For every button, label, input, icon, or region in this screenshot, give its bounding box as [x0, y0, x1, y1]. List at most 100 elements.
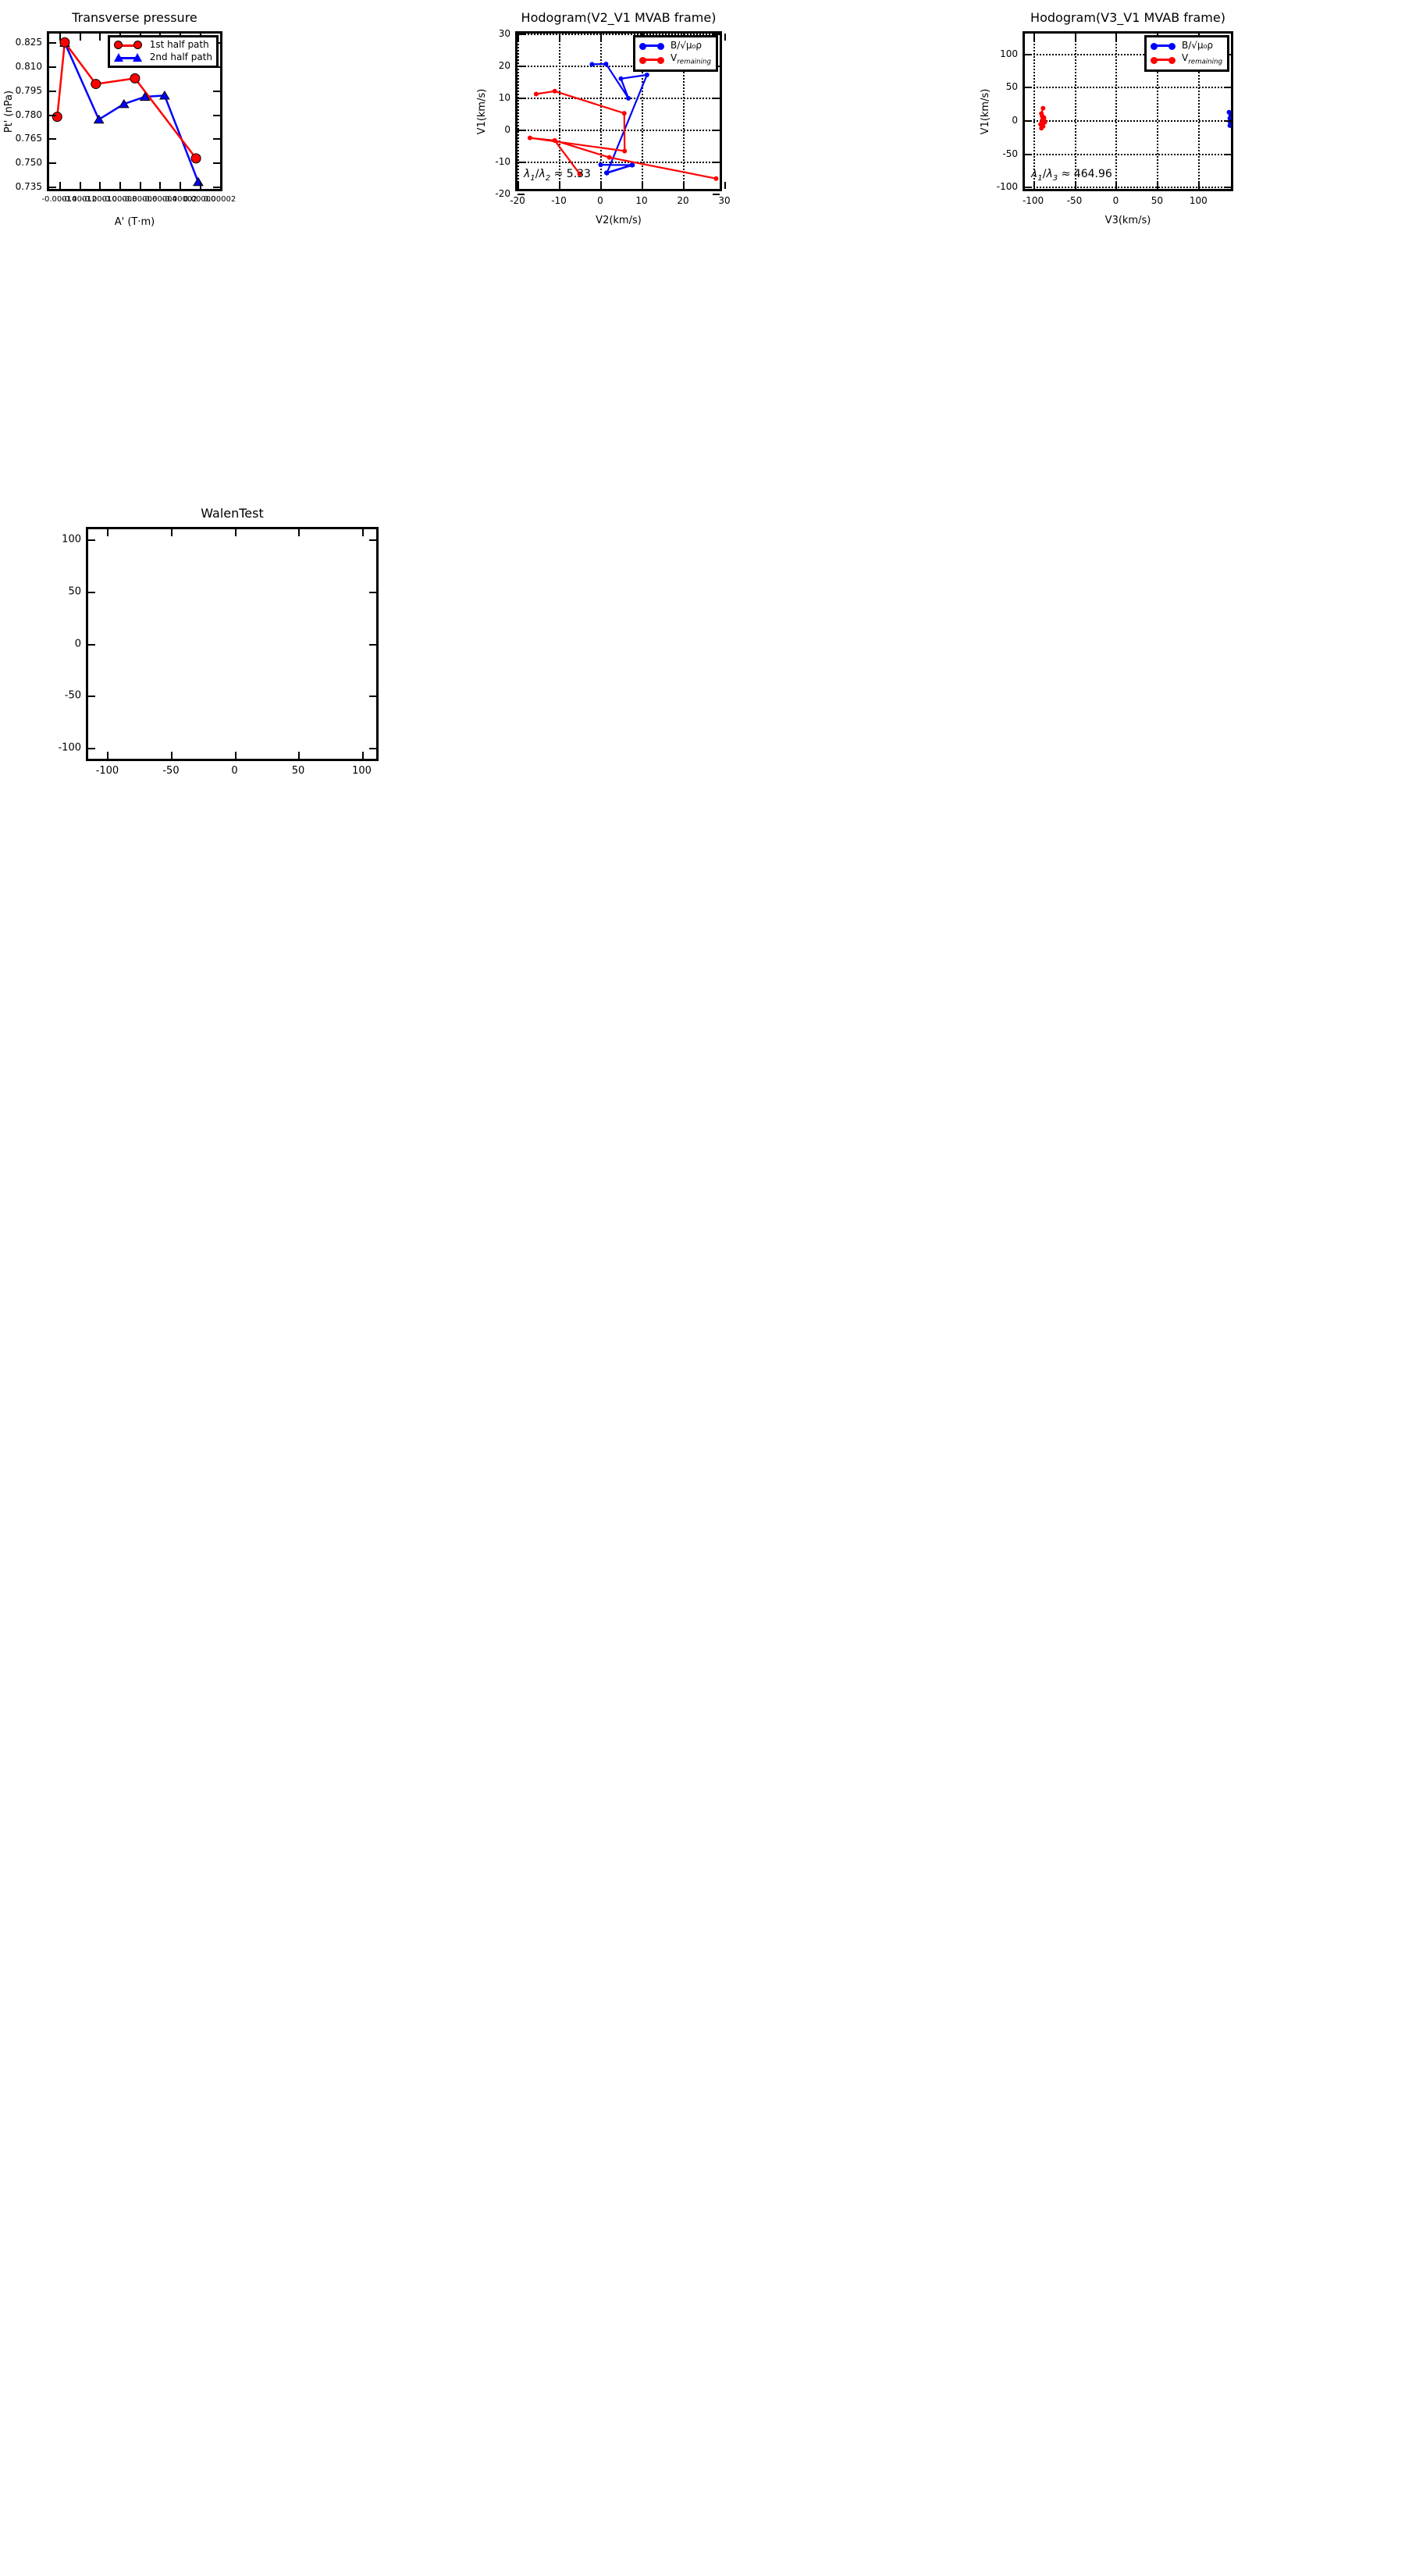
hodogram-v3v1-mvab-xtick-mark: [1033, 34, 1035, 41]
hodogram-v3v1-mvab-gridline-h: [1025, 153, 1231, 155]
hodogram-v3v1-mvab-xtick-mark: [1198, 182, 1200, 189]
hodogram-v2v1-mvab-gridline-h: [518, 34, 720, 35]
hodogram-v2v1-mvab-title: Hodogram(V2_V1 MVAB frame): [521, 10, 717, 25]
marker-dot: [618, 76, 624, 81]
hodogram-v3v1-mvab-gridline-v: [1033, 34, 1035, 189]
hodogram-v2v1-mvab-ytick-label: 0: [504, 124, 510, 135]
marker-circle: [130, 73, 140, 84]
walen-test-ytick-label: 50: [68, 585, 81, 598]
marker-dot: [552, 88, 557, 94]
hodogram-v2v1-mvab-ytick-label: -20: [495, 188, 510, 199]
legend-dot: [133, 41, 142, 50]
hodogram-v2v1-mvab-eigen-ratio: λ1/λ2 ≈ 5.33: [524, 168, 591, 183]
marker-circle: [91, 79, 101, 89]
marker-circle-edge: [91, 79, 101, 90]
transverse-pressure-ytick-mark: [213, 90, 220, 92]
hodogram-v2v1-mvab-data-layer: [527, 61, 719, 181]
walen-test-xtick-label: -50: [162, 765, 180, 777]
hodogram-v3v1-mvab-plot-area: [1025, 34, 1231, 189]
walen-test-title: WalenTest: [201, 506, 264, 521]
legend-line: [116, 44, 139, 48]
hodogram-v2v1-mvab-legend: B/√μ₀ρ Vremaining: [633, 35, 718, 72]
hodogram-v2v1-mvab-xtick-label: 30: [718, 195, 731, 206]
transverse-pressure-ytick-mark: [49, 186, 56, 188]
hodogram-v2v1-mvab-ytick-mark: [713, 34, 720, 35]
transverse-pressure-ytick-label: 0.825: [15, 37, 42, 48]
legend-swatch: [639, 43, 665, 51]
transverse-pressure-plot-area: [49, 34, 220, 189]
hodogram-v2v1-mvab-gridline-v: [518, 34, 519, 189]
legend-entry: Vremaining: [639, 52, 711, 67]
marker-circle-edge: [190, 153, 201, 164]
transverse-pressure-title: Transverse pressure: [72, 10, 197, 25]
hodogram-v2v1-mvab-ytick-mark: [518, 162, 525, 163]
hodogram-v2v1-mvab-ytick-mark: [518, 130, 525, 131]
walen-test-ytick-mark: [88, 539, 95, 542]
hodogram-v2v1-mvab-ytick-mark: [518, 98, 525, 99]
hodogram-v3v1-mvab-gridline-v: [1115, 34, 1118, 189]
transverse-pressure-xtick-label: -0.00014: [41, 195, 77, 204]
marker-circle: [191, 153, 201, 163]
walen-test-xtick-mark: [298, 752, 301, 759]
hodogram-v2v1-mvab-xtick-label: 10: [635, 195, 648, 206]
hodogram-v2v1-mvab-ytick-mark: [713, 194, 720, 195]
hodogram-v2v1-mvab-gridline-h: [518, 162, 720, 163]
transverse-pressure-ytick-mark: [213, 114, 220, 116]
hodogram-v3v1-mvab-gridline-v: [1157, 34, 1159, 189]
legend-entry: B/√μ₀ρ: [1151, 40, 1222, 52]
hodogram-v3v1-mvab-gridline-v: [1074, 34, 1076, 189]
hodogram-v2v1-mvab-xtick-mark: [724, 182, 726, 189]
walen-test-ytick-mark: [88, 643, 95, 646]
hodogram-v3v1-mvab-panel: Hodogram(V3_V1 MVAB frame) -100 -50 0 50 100-…: [980, 10, 1235, 226]
hodogram-v3v1-mvab-gridline-h: [1025, 87, 1231, 89]
hodogram-v3v1-mvab-ytick-label: 100: [1000, 48, 1018, 59]
hodogram-v2v1-mvab-ytick-mark: [518, 66, 525, 67]
walen-test-xtick-mark: [107, 529, 109, 536]
transverse-pressure-xtick-label: 0.00000: [183, 195, 216, 204]
walen-test-ytick-mark: [88, 748, 95, 749]
marker-circle-edge: [130, 73, 140, 84]
hodogram-v2v1-mvab-ytick-label: 30: [498, 28, 510, 39]
transverse-pressure-xtick-mark: [59, 182, 61, 189]
transverse-pressure-ytick-label: 0.765: [15, 133, 42, 144]
marker-dot: [713, 176, 719, 181]
hodogram-v3v1-mvab-axes: -100 -50 0 50 100 -100 -50 0 50 100 λ1/λ3 ≈ 464.96…: [997, 31, 1233, 206]
transverse-pressure-xtick-label: -0.00006: [122, 195, 158, 204]
walen-test-ytick-mark: [88, 696, 95, 698]
hodogram-v2v1-mvab-gridline-v: [559, 34, 560, 189]
marker-dot: [589, 62, 595, 67]
marker-dot: [533, 91, 539, 97]
transverse-pressure-ytick-mark: [49, 138, 56, 141]
hodogram-v2v1-mvab-ytick-mark: [713, 130, 720, 131]
legend-entry: B/√μ₀ρ: [639, 40, 711, 52]
transverse-pressure-xtick-mark: [199, 182, 201, 189]
legend-triangle: [132, 53, 142, 62]
transverse-pressure-xtick-label: -0.00004: [141, 195, 177, 204]
hodogram-v2v1-mvab-xtick-label: -10: [551, 195, 567, 206]
hodogram-v2v1-mvab-ytick-label: 10: [498, 92, 510, 103]
marker-dot: [626, 95, 631, 101]
legend-label: Vremaining: [1182, 52, 1222, 66]
transverse-pressure-xtick-label: -0.00012: [62, 195, 98, 204]
hodogram-v3v1-mvab-xlabel: V3(km/s): [1104, 215, 1151, 226]
walen-test-xtick-mark: [107, 752, 109, 759]
transverse-pressure-xtick-mark: [159, 182, 162, 189]
hodogram-v3v1-mvab-xtick-label: 100: [1189, 195, 1208, 206]
hodogram-v3v1-mvab-ytick-mark: [1224, 87, 1231, 89]
legend-triangle: [113, 53, 123, 62]
marker-triangle: [158, 90, 170, 100]
transverse-pressure-ytick-label: 0.780: [15, 109, 42, 120]
hodogram-v3v1-mvab-xtick-mark: [1074, 182, 1076, 189]
hodogram-v2v1-mvab-axes: -20 -10 0 10 20 30 -20 -10 0 10 20 30 λ1/λ2 ≈ 5.33 B/…: [495, 28, 730, 206]
transverse-pressure-xtick-mark: [79, 182, 81, 189]
marker-dot: [606, 155, 612, 160]
marker-dot: [603, 170, 609, 176]
transverse-pressure-ytick-mark: [49, 162, 56, 165]
transverse-pressure-ytick-label: 0.795: [15, 84, 42, 96]
legend-label: 1st half path: [149, 39, 209, 50]
hodogram-v2v1-mvab-ylabel: V1(km/s): [476, 88, 488, 134]
hodogram-v3v1-mvab-gridline-h: [1025, 187, 1231, 189]
legend-entry: 1st half path: [113, 39, 212, 52]
hodogram-v3v1-mvab-ytick-mark: [1224, 153, 1231, 155]
